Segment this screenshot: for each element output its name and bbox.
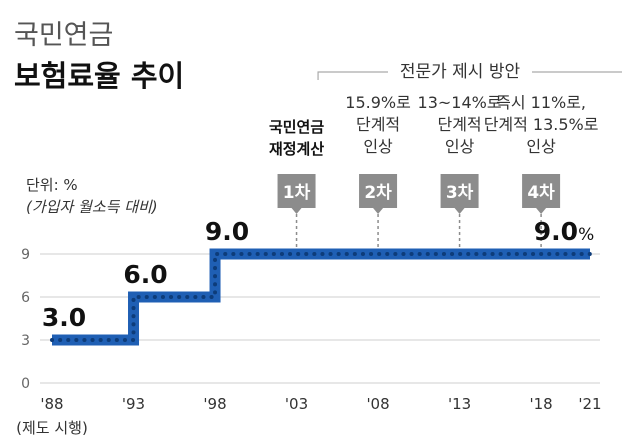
marker-text: 인상 — [526, 137, 556, 156]
title-line2: 보험료율 추이 — [14, 59, 184, 93]
marker-text: 단계적 — [437, 115, 481, 134]
value-label: 9.0% — [534, 217, 594, 246]
marker-badge — [522, 174, 561, 214]
bracket — [317, 71, 622, 80]
x-tick-label: '08 — [366, 395, 389, 413]
bracket-label: 전문가 제시 방안 — [400, 62, 521, 82]
x-first-note: (제도 시행) — [16, 419, 88, 437]
x-tick-label: '03 — [285, 395, 308, 413]
x-tick-label: '21 — [578, 395, 601, 413]
x-tick-label: '88 — [40, 395, 63, 413]
marker-text: 인상 — [445, 137, 475, 156]
series — [50, 248, 592, 346]
x-tick-label: '98 — [203, 395, 226, 413]
marker-badge-label: 3차 — [446, 183, 474, 203]
x-tick-label: '93 — [122, 395, 145, 413]
marker-text: 15.9%로 — [345, 93, 411, 112]
x-axis: '88 '93 '98 '03 '08 '13 '18 '21 (제도 시행) — [16, 395, 601, 437]
x-tick-label: '13 — [448, 395, 471, 413]
marker-text: 국민연금 — [269, 118, 324, 136]
marker-text: 단계적 — [356, 115, 400, 134]
x-tick-label: '18 — [529, 395, 552, 413]
value-label: 9.0 — [205, 217, 249, 246]
marker-badge-label: 4차 — [527, 183, 555, 203]
value-labels: 3.0 6.0 9.0 9.0% — [42, 217, 594, 332]
y-axis: 0 3 6 9 — [21, 247, 30, 392]
marker-text: 인상 — [363, 137, 393, 156]
marker-badge — [359, 174, 398, 214]
bracket-line — [317, 71, 622, 80]
marker-badge — [440, 174, 479, 214]
value-label: 3.0 — [42, 303, 86, 332]
title-line1: 국민연금 — [14, 20, 113, 51]
y-tick-label: 3 — [21, 333, 30, 349]
value-label-suffix: % — [578, 225, 594, 245]
y-tick-label: 9 — [21, 247, 30, 263]
series-line — [52, 248, 590, 346]
marker-text: 13~14%로 — [418, 93, 502, 112]
marker-badge — [277, 174, 316, 214]
marker-badge-label: 2차 — [364, 183, 392, 203]
unit-label: 단위: % — [26, 176, 78, 194]
value-label: 6.0 — [123, 260, 167, 289]
marker-text: 단계적 13.5%로 — [484, 115, 599, 134]
y-tick-label: 6 — [21, 290, 30, 306]
y-tick-label: 0 — [21, 376, 30, 392]
unit-note: (가입자 월소득 대비) — [26, 198, 158, 216]
marker-text: 즉시 11%로, — [496, 93, 586, 112]
marker-badge-label: 1차 — [283, 183, 311, 203]
marker-text: 재정계산 — [269, 140, 324, 158]
